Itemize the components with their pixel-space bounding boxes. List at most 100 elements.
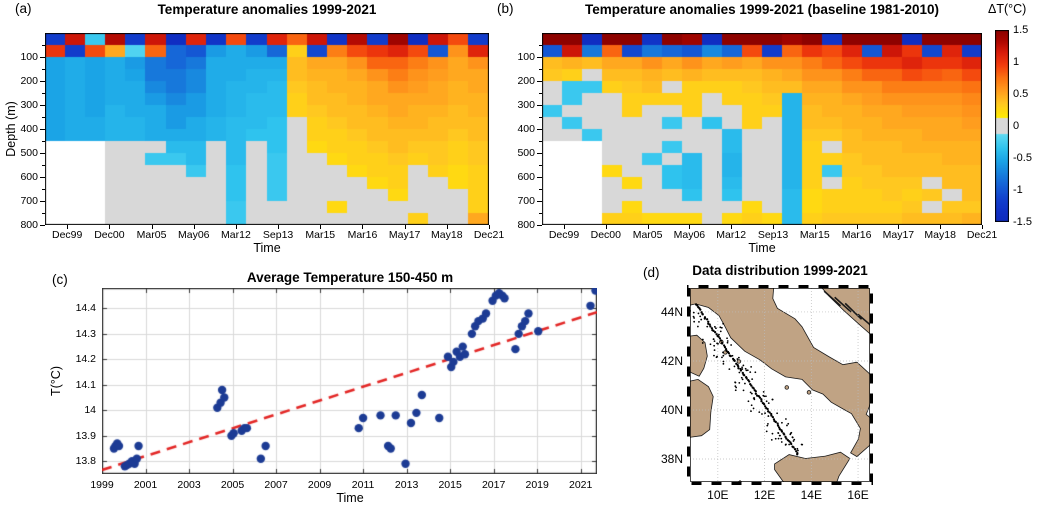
map-data-dot: [713, 349, 716, 352]
a-x-tick-label: Mar05: [136, 229, 167, 241]
map-data-dot: [736, 358, 739, 360]
map-transect-dot: [721, 342, 724, 345]
c-x-tick-label: 2017: [481, 479, 506, 491]
map-border-inner: [690, 288, 870, 482]
map-data-dot: [762, 394, 765, 397]
map-transect-dot: [717, 335, 720, 338]
map-transect-dot: [705, 318, 709, 321]
map-data-dot: [800, 443, 803, 446]
map-data-dot: [774, 437, 777, 440]
map-transect-dot: [699, 308, 702, 311]
a-y-tick-label: 200: [20, 75, 38, 87]
map-data-dot: [764, 412, 766, 415]
map-data-dot: [698, 320, 700, 323]
map-transect-dot: [701, 313, 704, 316]
map-transect-dot: [795, 450, 798, 453]
a-y-minortick: [42, 93, 45, 94]
b-y-minortick: [539, 93, 542, 94]
map-transect-dot: [771, 416, 775, 419]
a-y-tick-label: 800: [20, 219, 38, 231]
map-data-dot: [733, 365, 736, 368]
map-data-dot: [692, 311, 695, 314]
b-y-tickmark: [537, 201, 542, 202]
map-transect-dot: [708, 323, 711, 326]
map-data-dot: [790, 431, 793, 434]
map-land: [687, 285, 873, 458]
b-y-tick-label: 400: [517, 123, 535, 135]
map-data-dot: [721, 356, 723, 359]
heatmap-b-canvas: [542, 33, 982, 225]
map-transect-dot: [790, 442, 793, 446]
map-data-dot: [787, 422, 790, 425]
map-transect-dot: [768, 411, 771, 414]
colorbar-tick-label: -1: [1013, 184, 1023, 196]
map-transect-dot: [760, 398, 763, 401]
a-y-minortick: [42, 165, 45, 166]
panel-d-label: (d): [643, 265, 660, 280]
map-island-sliver: [857, 313, 872, 327]
map-data-dot: [693, 320, 696, 323]
map-data-dot: [697, 312, 700, 315]
panel-c-label: (c): [52, 272, 68, 287]
a-y-tickmark: [40, 57, 45, 58]
panel-a-ylabel: Depth (m): [4, 101, 18, 157]
map-data-dot: [742, 364, 745, 367]
b-y-tick-label: 700: [517, 195, 535, 207]
b-y-tick-label: 800: [517, 219, 535, 231]
map-data-dot: [722, 322, 725, 325]
map-data-dot: [734, 381, 736, 384]
a-y-minortick: [42, 117, 45, 118]
map-data-dot: [750, 392, 753, 395]
map-data-dot: [696, 325, 699, 328]
map-data-dot: [777, 432, 780, 435]
a-y-tickmark: [40, 105, 45, 106]
b-x-tickmark: [605, 225, 607, 229]
b-x-tickmark: [773, 225, 774, 229]
a-x-tick-label: Dec00: [94, 229, 125, 241]
b-y-tickmark: [537, 57, 542, 58]
colorbar-label: ΔT(°C): [988, 2, 1027, 16]
a-y-tickmark: [40, 81, 45, 82]
map-data-dot: [722, 354, 725, 357]
b-x-tick-label: Mar05: [632, 229, 663, 241]
map-island: [784, 385, 789, 390]
a-y-minortick: [42, 141, 45, 142]
b-y-tick-label: 500: [517, 147, 535, 159]
c-x-tick-label: 2013: [394, 479, 419, 491]
map-data-dot: [716, 355, 719, 358]
map-data-dot: [796, 447, 799, 450]
map-transect-dot: [729, 354, 732, 358]
map-transect-dot: [737, 365, 740, 368]
a-y-tick-label: 300: [20, 99, 38, 111]
a-x-tickmark: [489, 225, 490, 229]
a-y-minortick: [42, 213, 45, 214]
map-data-dot: [765, 400, 768, 403]
d-lat-tick-label: 38N: [660, 452, 683, 467]
map-data-dot: [777, 437, 780, 440]
d-lat-tick-label: 42N: [660, 353, 683, 368]
map-data-dot: [750, 404, 753, 407]
map-data-dot: [770, 438, 773, 441]
a-y-tickmark: [40, 177, 45, 178]
map-data-dot: [720, 326, 723, 329]
map-data-dot: [730, 344, 733, 346]
map-data-dot: [735, 386, 738, 389]
map-data-dot: [745, 369, 748, 372]
colorbar-tick-label: -1.5: [1013, 216, 1032, 228]
b-x-tickmark: [898, 225, 900, 229]
c-x-tick-label: 2019: [525, 479, 549, 491]
map-data-dot: [785, 443, 787, 446]
map-data-dot: [786, 424, 788, 427]
a-x-tickmark: [362, 225, 364, 229]
a-y-minortick: [42, 45, 45, 46]
map-data-dot: [767, 422, 769, 425]
map-data-dot: [699, 315, 702, 318]
map-data-dot: [713, 340, 716, 343]
colorbar-tick-label: 1: [1013, 56, 1020, 68]
map-data-dot: [781, 421, 783, 424]
map-data-dot: [706, 325, 709, 328]
map-data-dot: [701, 338, 704, 341]
map-transect-dot: [743, 374, 746, 377]
map-data-dot: [749, 371, 752, 373]
d-lon-tick-label: 12E: [753, 488, 776, 502]
